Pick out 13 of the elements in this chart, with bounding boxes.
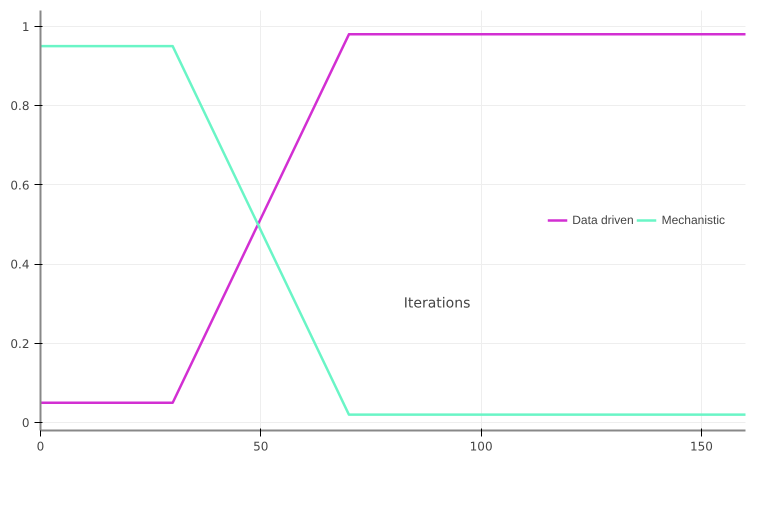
x-axis-title: Iterations: [404, 296, 470, 312]
y-tick-label: 0.6: [10, 178, 30, 192]
x-tick-label: 0: [36, 440, 44, 454]
y-tick-label: 0.4: [10, 258, 30, 272]
x-tick-label: 100: [470, 440, 493, 454]
y-tick-label: 0: [22, 416, 30, 430]
y-tick-label: 0.8: [10, 99, 30, 114]
x-tick-label: 50: [253, 440, 268, 454]
y-tick-label: 1: [22, 20, 30, 34]
legend-label: Mechanistic: [662, 213, 725, 227]
x-tick-label: 150: [690, 440, 713, 454]
legend-label: Data driven: [572, 213, 634, 227]
y-tick-label: 0.2: [10, 336, 30, 351]
